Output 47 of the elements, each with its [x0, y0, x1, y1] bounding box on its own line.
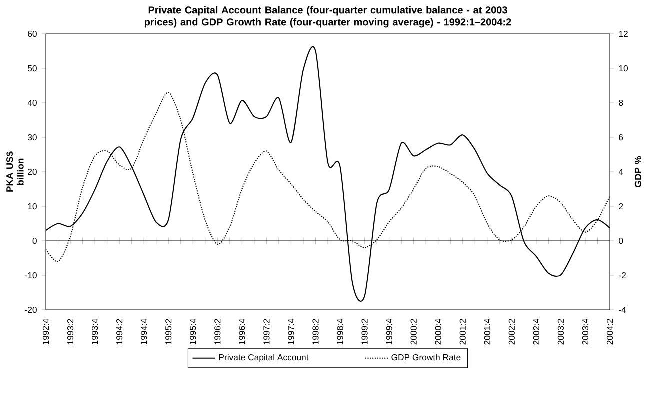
- x-tick-label: 2000:2: [410, 319, 417, 345]
- y2-tick-label: 8: [619, 100, 624, 106]
- x-tick-label: 1994:4: [141, 318, 148, 345]
- x-tick-label: 2003:2: [558, 319, 564, 345]
- x-tick-label: 1993:2: [67, 319, 74, 345]
- y2-tick-label: 12: [619, 30, 628, 38]
- x-tick-label: 2001:2: [460, 319, 466, 345]
- x-tick-label: 1998:4: [337, 318, 344, 345]
- x-tick-label: 2002:2: [508, 319, 515, 345]
- x-tick-label: 2002:4: [533, 318, 540, 345]
- x-tick-label: 1996:4: [239, 318, 246, 345]
- x-tick-label: 1996:2: [214, 319, 221, 345]
- x-tick-label: 1993:4: [92, 318, 98, 345]
- y-tick-label: 40: [28, 100, 37, 106]
- x-tick-label: 1995:4: [190, 318, 196, 345]
- y-tick-label: 20: [28, 168, 37, 176]
- y-tick-label: 30: [28, 134, 37, 141]
- x-tick-label: 1992:4: [42, 318, 50, 345]
- x-tick-label: 2004:2: [606, 319, 614, 345]
- y2-tick-label: -2: [619, 272, 626, 279]
- y2-tick-label: 6: [619, 134, 624, 141]
- x-tick-label: 1999:4: [386, 318, 392, 345]
- x-tick-label: 1997:4: [288, 318, 294, 345]
- x-tick-label: 2001:4: [484, 318, 490, 345]
- y-tick-label: 60: [28, 30, 37, 38]
- chart-title: Private Capital Account Balance (four-quarter cumulative balance - at 2003 prices) and GDP Growth Rate (four-quarter moving average) - 1992:1–2004:2: [145, 6, 512, 28]
- x-tick-label: 2003:4: [582, 318, 589, 345]
- legend-label: GDP Growth Rate: [392, 354, 461, 361]
- y-tick-label: 0: [32, 238, 37, 244]
- y2-axis-title: GDP %: [634, 156, 642, 188]
- y-axis-title: PKA US$ billion: [6, 152, 24, 192]
- y-tick-label: 10: [28, 203, 37, 210]
- x-tick-label: 2000:4: [435, 318, 442, 345]
- y2-tick-label: 4: [618, 169, 624, 175]
- x-tick-label: 1995:2: [166, 319, 172, 345]
- x-tick-label: 1998:2: [312, 319, 319, 345]
- y2-tick-label: -4: [619, 307, 626, 313]
- y-tick-label: 50: [28, 65, 37, 72]
- y-tick-label: -20: [25, 306, 37, 314]
- legend-label: Private Capital Account: [219, 354, 309, 362]
- y2-tick-label: 0: [619, 238, 624, 244]
- y2-tick-label: 2: [619, 203, 624, 210]
- x-tick-label: 1997:2: [264, 319, 270, 345]
- x-tick-label: 1994:2: [116, 319, 123, 345]
- y-tick-label: -10: [25, 272, 37, 279]
- x-tick-label: 1999:2: [362, 319, 368, 345]
- y2-tick-label: 10: [619, 65, 628, 72]
